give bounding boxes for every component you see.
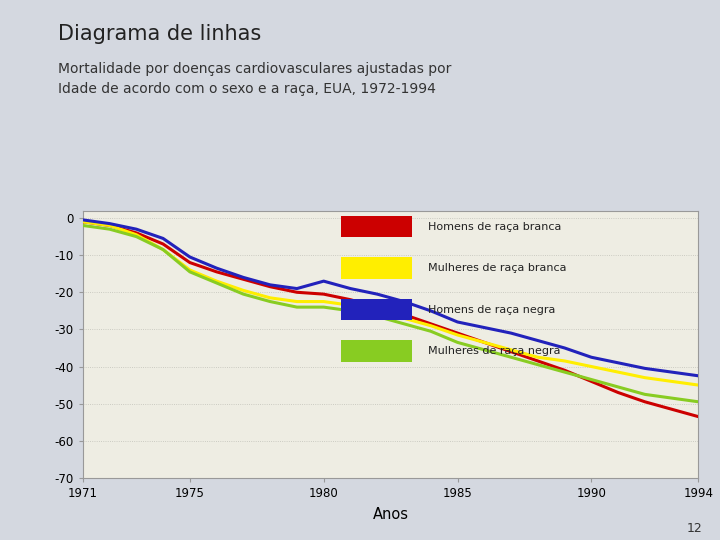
Text: Diagrama de linhas: Diagrama de linhas [58,24,261,44]
X-axis label: Anos: Anos [373,507,409,522]
Text: Homens de raça negra: Homens de raça negra [428,305,555,314]
Text: 12: 12 [686,522,702,535]
Text: Mortalidade por doenças cardiovasculares ajustadas por
Idade de acordo com o sex: Mortalidade por doenças cardiovasculares… [58,62,451,96]
Text: Mulheres de raça branca: Mulheres de raça branca [428,263,566,273]
FancyBboxPatch shape [341,258,412,279]
Text: Homens de raça branca: Homens de raça branca [428,221,561,232]
Text: Mulheres de raça negra: Mulheres de raça negra [428,346,560,356]
FancyBboxPatch shape [341,216,412,238]
FancyBboxPatch shape [341,299,412,320]
FancyBboxPatch shape [341,340,412,362]
